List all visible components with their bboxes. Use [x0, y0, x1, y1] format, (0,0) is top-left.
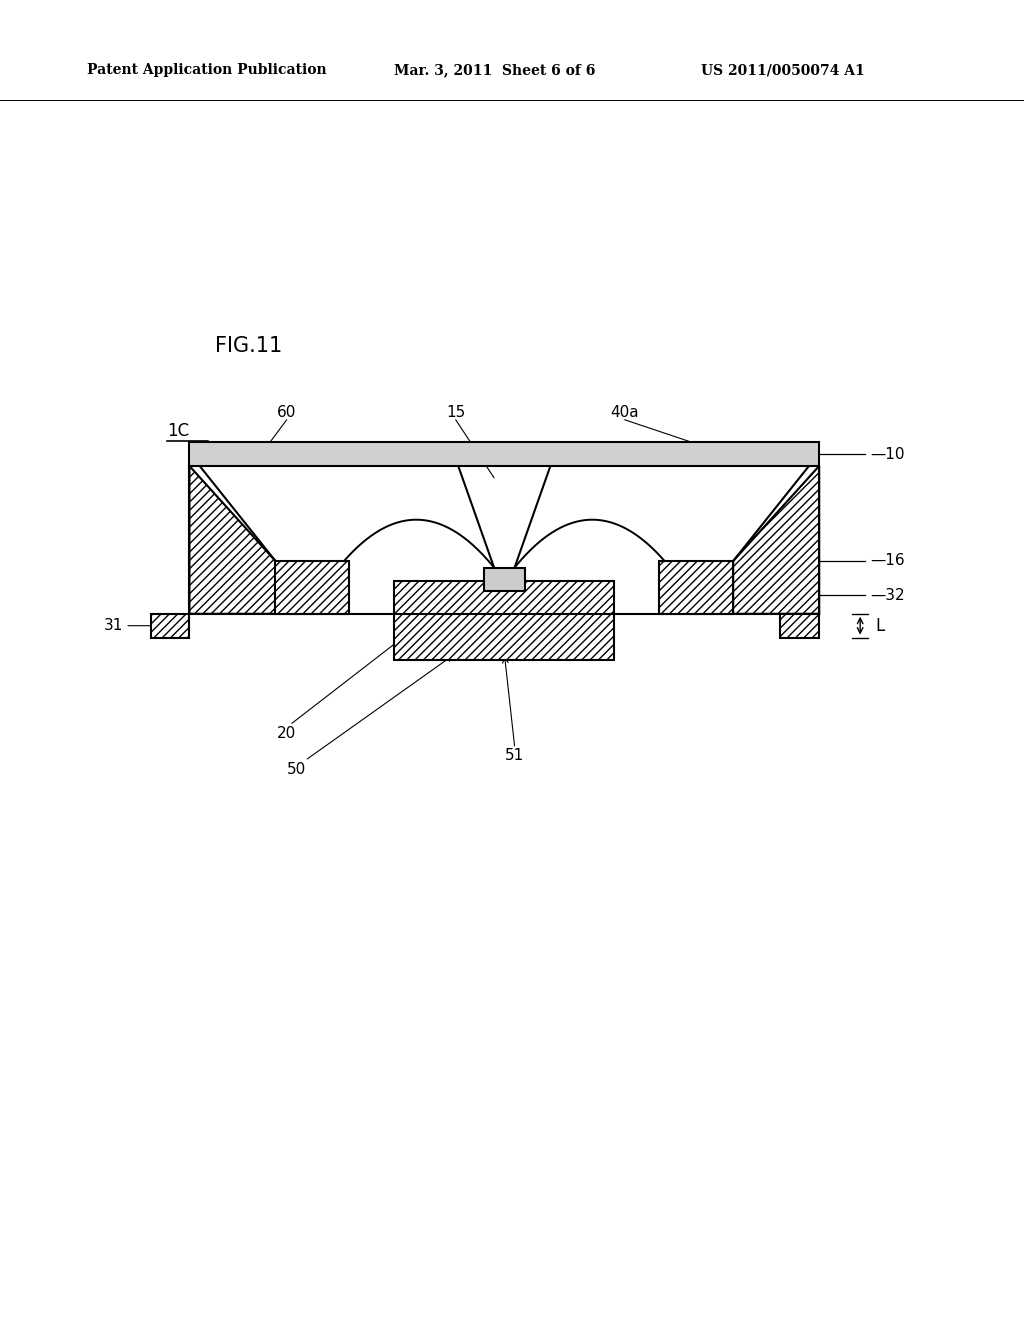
Text: 60: 60: [278, 405, 296, 420]
Text: 50: 50: [288, 762, 306, 776]
Text: Patent Application Publication: Patent Application Publication: [87, 63, 327, 78]
Bar: [483, 568, 524, 591]
Bar: [780, 614, 819, 638]
Text: US 2011/0050074 A1: US 2011/0050074 A1: [701, 63, 865, 78]
Text: Mar. 3, 2011  Sheet 6 of 6: Mar. 3, 2011 Sheet 6 of 6: [394, 63, 596, 78]
Text: 15: 15: [446, 405, 465, 420]
Bar: [151, 614, 189, 638]
Bar: [780, 614, 819, 638]
Text: 40a: 40a: [610, 405, 639, 420]
Bar: [189, 442, 819, 614]
Bar: [394, 581, 614, 660]
Text: —32: —32: [870, 587, 905, 603]
Bar: [659, 561, 733, 614]
Bar: [275, 561, 349, 614]
Polygon shape: [189, 466, 275, 614]
Bar: [275, 561, 349, 614]
Polygon shape: [733, 466, 819, 614]
Bar: [659, 561, 733, 614]
Bar: [151, 614, 189, 638]
Text: L: L: [876, 616, 885, 635]
Text: FIG.11: FIG.11: [215, 337, 283, 356]
Text: 1C: 1C: [167, 421, 189, 440]
Text: 31: 31: [103, 618, 123, 634]
Text: —10: —10: [870, 446, 905, 462]
Text: 20: 20: [278, 726, 296, 741]
Bar: [394, 581, 614, 660]
Text: 51: 51: [505, 748, 524, 763]
Bar: [189, 442, 819, 466]
Text: —16: —16: [870, 553, 905, 569]
